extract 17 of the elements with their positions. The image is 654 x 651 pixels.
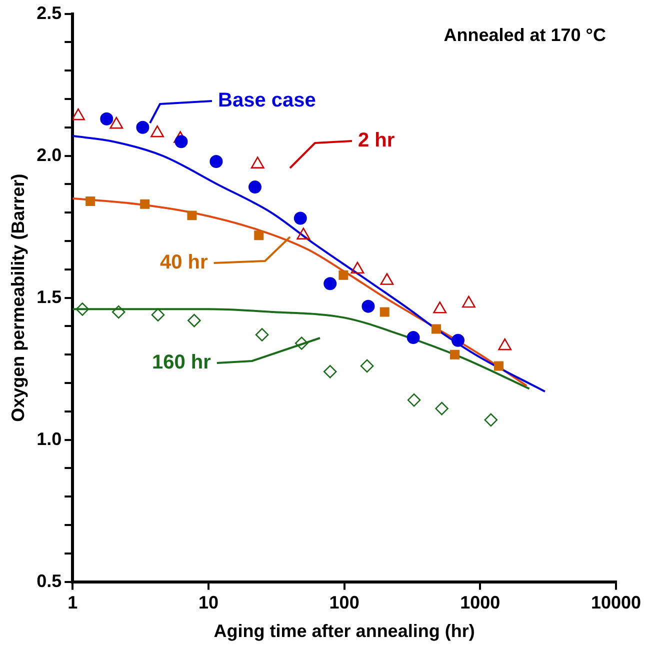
y-tick-label: 2.0 — [36, 144, 62, 165]
legend-label: 2 hr — [358, 130, 395, 152]
x-axis-title: Aging time after annealing (hr) — [214, 621, 475, 642]
x-tick-label: 10000 — [590, 592, 642, 613]
x-tick-label: 100 — [329, 592, 360, 613]
y-tick-label: 0.5 — [36, 570, 62, 591]
x-tick-label: 1 — [68, 592, 78, 613]
legend-label: Base case — [218, 90, 316, 112]
series-label: 160 hr — [152, 352, 212, 374]
y-tick-label: 2.5 — [36, 2, 62, 23]
x-tick-label: 10 — [198, 592, 218, 613]
x-tick-label: 1000 — [460, 592, 500, 613]
series-label: 40 hr — [160, 252, 208, 274]
y-axis-title: Oxygen permeability (Barrer) — [8, 174, 28, 422]
annotation: Annealed at 170 °C — [444, 24, 606, 45]
y-tick-label: 1.5 — [36, 286, 62, 307]
y-tick-label: 1.0 — [36, 428, 62, 449]
